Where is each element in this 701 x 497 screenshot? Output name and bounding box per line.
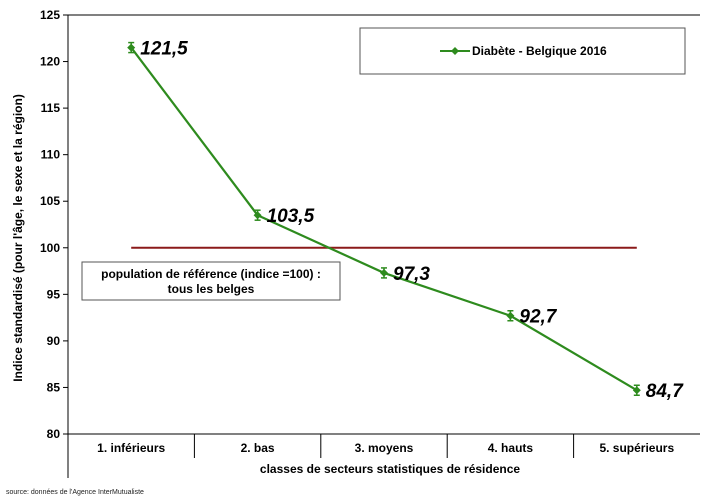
y-axis-ticks: 80 85 90 95 100 105 110 115 120 125 — [40, 8, 68, 441]
y-axis-title: Indice standardisé (pour l'âge, le sexe … — [11, 94, 25, 382]
x-axis-categories: 1. inférieurs 2. bas 3. moyens 4. hauts 5. s… — [97, 434, 674, 458]
y-tick-label: 95 — [47, 287, 61, 301]
y-tick-label: 110 — [41, 148, 61, 162]
y-tick-label: 120 — [40, 55, 60, 69]
series-points — [127, 41, 641, 396]
reference-annotation: population de référence (indice =100) : … — [81, 261, 341, 301]
data-point — [632, 386, 641, 395]
legend-diamond-icon — [451, 47, 459, 55]
x-tick-label: 3. moyens — [355, 441, 414, 455]
x-axis-title: classes de secteurs statistiques de rési… — [260, 462, 520, 476]
data-point — [380, 268, 388, 277]
y-tick-label: 85 — [47, 380, 61, 394]
y-tick-label: 100 — [40, 241, 60, 255]
annotation-line-1: population de référence (indice =100) : — [101, 267, 321, 281]
data-label: 121,5 — [140, 39, 188, 60]
legend: Diabète - Belgique 2016 — [359, 27, 686, 75]
annotation-box — [81, 261, 341, 301]
series-line — [130, 46, 638, 392]
legend-label: Diabète - Belgique 2016 — [472, 44, 607, 58]
x-tick-label: 4. hauts — [488, 441, 534, 455]
y-tick-label: 105 — [40, 194, 60, 208]
y-tick-label: 90 — [47, 334, 61, 348]
data-labels: 121,5 103,5 97,3 92,7 84,7 — [140, 39, 684, 403]
source-note: source: données de l'Agence InterMutuali… — [6, 489, 144, 496]
x-tick-label: 5. supérieurs — [599, 441, 674, 455]
data-label: 103,5 — [267, 206, 315, 227]
data-point — [253, 211, 262, 220]
data-point — [506, 311, 515, 320]
data-label: 84,7 — [646, 381, 684, 402]
data-label: 97,3 — [393, 264, 430, 285]
y-tick-label: 80 — [47, 427, 61, 441]
y-tick-label: 125 — [40, 8, 60, 22]
x-tick-label: 1. inférieurs — [97, 441, 165, 455]
data-point — [127, 43, 136, 52]
data-label: 92,7 — [519, 307, 557, 328]
x-tick-label: 2. bas — [241, 441, 275, 455]
legend-box — [359, 27, 686, 75]
annotation-line-2: tous les belges — [168, 282, 255, 296]
y-tick-label: 115 — [41, 101, 61, 115]
